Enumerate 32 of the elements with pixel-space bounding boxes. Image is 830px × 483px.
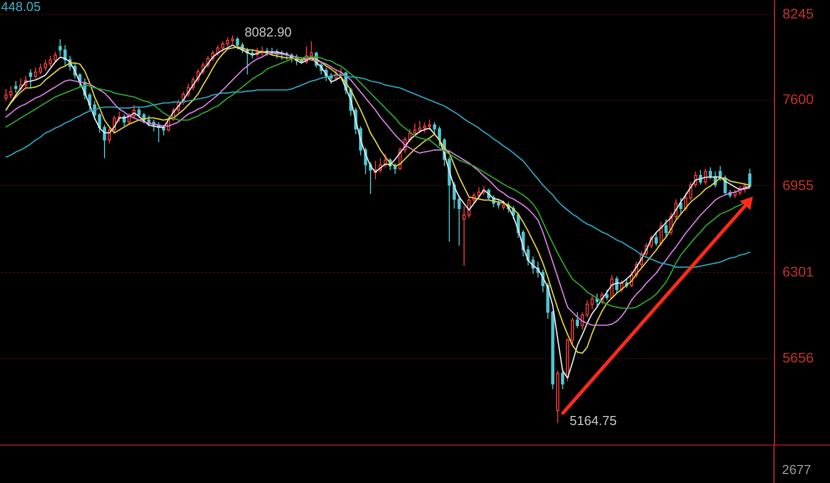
candlestick xyxy=(570,316,574,345)
y-tick-label: 7600 xyxy=(782,91,814,108)
text: 2677 xyxy=(782,462,811,477)
y-tick-label: 6301 xyxy=(782,264,814,280)
candlestick xyxy=(462,205,466,266)
y-tick-label: 8245 xyxy=(782,5,814,22)
candlestick xyxy=(615,276,618,294)
candlestick xyxy=(664,218,668,238)
y-tick-label: 6955 xyxy=(782,176,814,193)
candlestick xyxy=(38,63,42,75)
candlestick xyxy=(496,198,500,210)
candlestick xyxy=(236,36,240,50)
candlestick xyxy=(679,197,682,214)
annotation: 8082.90 xyxy=(244,24,292,40)
y-tick-label: 5656 xyxy=(782,349,814,366)
candlestick xyxy=(502,200,506,210)
candlestick xyxy=(34,67,38,79)
candlestick xyxy=(14,80,18,94)
candlestick xyxy=(654,232,658,246)
candlestick xyxy=(605,289,609,301)
candlestick xyxy=(122,114,126,127)
candlestick xyxy=(477,186,480,198)
candlestick xyxy=(4,88,8,102)
candlestick xyxy=(432,122,436,135)
candlestick xyxy=(9,86,13,99)
candlestick xyxy=(137,107,141,119)
candlestick xyxy=(561,368,564,390)
candlestick xyxy=(748,168,752,188)
candlestick xyxy=(576,312,579,329)
annotation: 448.05 xyxy=(1,0,41,14)
annotation: 5164.75 xyxy=(570,413,617,428)
candlestick xyxy=(29,68,32,88)
